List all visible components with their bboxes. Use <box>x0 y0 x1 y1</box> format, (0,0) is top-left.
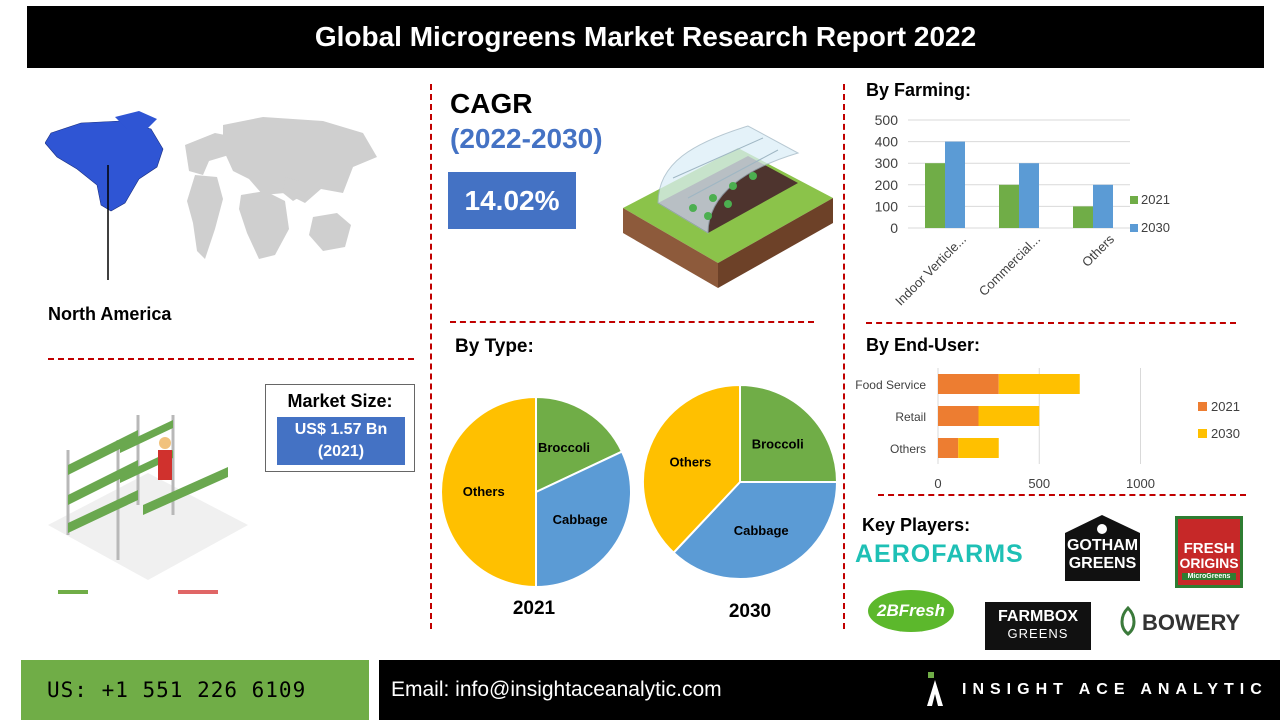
pie-2030-slice-others <box>642 383 741 555</box>
end-user-legend-swatch-2030 <box>1198 429 1207 438</box>
market-size-amount: US$ 1.57 Bn <box>294 421 388 438</box>
by-type-title: By Type: <box>455 336 534 357</box>
farming-y-tick: 100 <box>875 198 899 214</box>
pie-2021-label-others: Others <box>463 484 505 499</box>
farming-y-tick: 500 <box>875 112 899 128</box>
end-user-x-tick: 0 <box>934 476 941 491</box>
end-user-bar-2021 <box>938 406 979 426</box>
pie-2030-slice-broccoli <box>739 383 839 483</box>
market-size-label: Market Size: <box>287 391 393 411</box>
world-map <box>45 111 377 280</box>
logo-gotham-greens: GOTHAM GREENS <box>1065 515 1140 581</box>
pie-2021-slice-cabbage <box>535 450 632 589</box>
end-user-x-tick: 500 <box>1028 476 1050 491</box>
end-user-bar-2030 <box>998 374 1080 394</box>
end-user-legend-label-2021: 2021 <box>1211 399 1240 414</box>
logo-aerofarms: AEROFARMS <box>855 540 1024 568</box>
farming-y-tick: 0 <box>890 220 898 236</box>
end-user-bar-2021 <box>938 438 959 458</box>
market-size-year: (2021) <box>317 443 365 460</box>
divider-right <box>843 84 845 629</box>
farming-x-tick: Indoor Verticle... <box>892 232 969 309</box>
divider-end-user <box>878 494 1246 496</box>
farming-y-tick: 300 <box>875 155 899 171</box>
pie-2021-slice-broccoli <box>535 395 624 494</box>
divider-cagr <box>450 321 814 323</box>
by-farming-title: By Farming: <box>866 80 972 100</box>
farming-legend-label-2030: 2030 <box>1141 220 1170 235</box>
farming-bar-2021 <box>999 184 1019 228</box>
pie-2030-label-broccoli: Broccoli <box>752 436 804 451</box>
gotham-greens-text: GREENS <box>1068 555 1137 572</box>
farming-legend-swatch-2021 <box>1130 196 1138 204</box>
pie-chart-2030: Broccoli Cabbage Others <box>642 383 839 580</box>
end-user-bar-chart: 0 500 1000 Food Service Retail Others 2021 2030 <box>855 368 1240 491</box>
farming-bar-2030 <box>945 141 965 228</box>
end-user-bar-2030 <box>978 406 1040 426</box>
vertical-farm-illustration <box>48 415 248 594</box>
market-size-card: Market Size: US$ 1.57 Bn (2021) <box>265 384 415 472</box>
pie-2030-label-cabbage: Cabbage <box>734 523 789 538</box>
gotham-greens-shape <box>1065 515 1140 581</box>
farming-bar-2030 <box>1019 163 1039 228</box>
greenhouse-illustration <box>623 125 833 288</box>
end-user-legend-label-2030: 2030 <box>1211 426 1240 441</box>
pie-year-2021: 2021 <box>512 598 556 619</box>
fresh-text: FRESH <box>1183 540 1235 557</box>
farmbox-greens-text: GREENS <box>1007 626 1069 641</box>
logo-bowery: BOWERY <box>1142 610 1241 635</box>
microgreens-text: MicroGreens <box>1182 573 1236 580</box>
logo-2bfresh: 2BFresh <box>868 590 954 632</box>
pie-2021-label-broccoli: Broccoli <box>538 440 590 455</box>
farming-y-tick: 400 <box>875 134 899 150</box>
gotham-text: GOTHAM <box>1066 537 1139 554</box>
farming-x-tick: Others <box>1079 231 1118 270</box>
logo-fresh-origins: FRESH ORIGINS MicroGreens <box>1175 516 1243 588</box>
bowery-leaf-icon <box>1120 606 1136 636</box>
end-user-bar-2030 <box>958 438 999 458</box>
farming-legend-label-2021: 2021 <box>1141 192 1170 207</box>
farmbox-text: FARMBOX <box>998 608 1078 625</box>
region-label: North America <box>48 304 172 324</box>
farming-bar-chart: 0 100 200 300 400 500 Indoor Verticle... Commer… <box>875 112 1170 309</box>
pie-year-2030: 2030 <box>728 601 772 622</box>
page-title: Global Microgreens Market Research Repor… <box>27 6 1264 68</box>
footer-phone: US: +1 551 226 6109 <box>21 660 369 720</box>
divider-left <box>430 84 432 629</box>
end-user-bar-2021 <box>938 374 999 394</box>
farming-bar-2021 <box>1073 206 1093 228</box>
logo-farmbox-greens: FARMBOX GREENS <box>985 602 1091 650</box>
pie-2030-label-others: Others <box>669 454 711 469</box>
farming-bar-2030 <box>1093 184 1113 228</box>
pie-2021-label-cabbage: Cabbage <box>553 512 608 527</box>
cagr-title: CAGR <box>450 88 533 119</box>
end-user-y-tick: Food Service <box>855 378 926 392</box>
farming-bar-2021 <box>925 163 945 228</box>
farming-legend-swatch-2030 <box>1130 224 1138 232</box>
pie-chart-2021: Broccoli Cabbage Others <box>440 395 632 589</box>
pie-2021-slice-others <box>440 395 537 589</box>
market-size-value: US$ 1.57 Bn (2021) <box>277 417 405 465</box>
end-user-y-tick: Others <box>890 442 926 456</box>
pie-2030-slice-cabbage <box>672 481 839 580</box>
end-user-legend-swatch-2021 <box>1198 402 1207 411</box>
divider-farming <box>866 322 1236 324</box>
end-user-x-tick: 1000 <box>1126 476 1155 491</box>
key-players-title: Key Players: <box>862 515 971 535</box>
divider-region <box>48 358 414 360</box>
cagr-period: (2022-2030) <box>450 123 603 154</box>
origins-text: ORIGINS <box>1179 555 1239 571</box>
brand-logo-icon <box>927 672 943 706</box>
footer-email: Email: info@insightaceanalytic.com <box>379 660 1280 720</box>
end-user-y-tick: Retail <box>895 410 926 424</box>
by-end-user-title: By End-User: <box>866 335 981 355</box>
farming-y-tick: 200 <box>875 177 899 193</box>
footer-brand: INSIGHT ACE ANALYTIC <box>962 681 1268 698</box>
cagr-value: 14.02% <box>448 172 576 229</box>
farming-x-tick: Commercial... <box>976 232 1043 299</box>
